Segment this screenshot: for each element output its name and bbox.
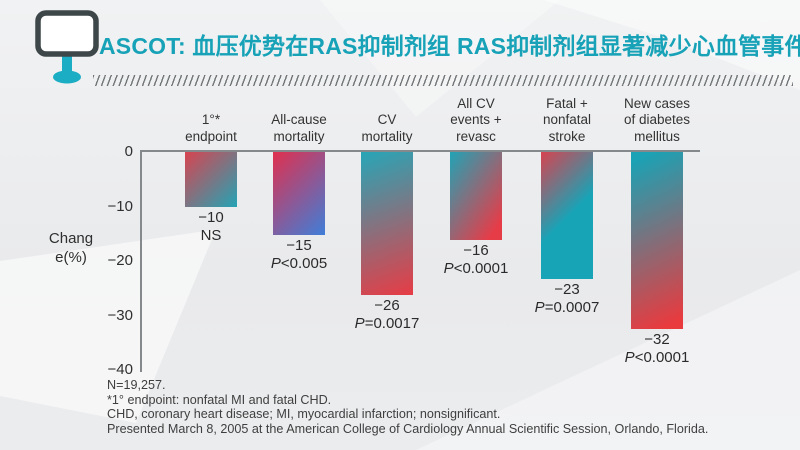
footnote-line: N=19,257. [107, 378, 166, 392]
footnote-line: Presented March 8, 2005 at the American … [107, 421, 709, 436]
hatch-divider [93, 75, 793, 86]
footnotes: N=19,257. *1° endpoint: nonfatal MI and … [107, 378, 708, 436]
presentation-board-icon [32, 8, 102, 93]
category-label-stroke: Fatal + nonfatal stroke [542, 95, 592, 144]
y-tick-30: −30 [107, 306, 133, 324]
bar-all-cause-mortality [273, 152, 325, 235]
category-label-primary-endpoint: 1°* endpoint [185, 112, 237, 144]
category-label-all-cv-events: All CV events + revasc [450, 95, 502, 144]
bar-primary-endpoint [185, 152, 237, 207]
category-label-new-diabetes: New cases of diabetes mellitus [623, 95, 691, 144]
y-tick-0: 0 [124, 143, 133, 160]
y-axis-label: Chang e(%) [48, 230, 94, 266]
value-label-new-diabetes: −32 P<0.0001 [624, 331, 690, 366]
y-axis-line [140, 150, 142, 372]
value-label-stroke: −23 P=0.0007 [534, 281, 600, 316]
footnote-line: *1° endpoint: nonfatal MI and fatal CHD. [107, 392, 332, 407]
y-tick-20: −20 [107, 252, 133, 269]
footnote-line: CHD, coronary heart disease; MI, myocard… [107, 407, 501, 422]
category-label-cv-mortality: CV mortality [361, 112, 413, 144]
bar-all-cv-events [450, 152, 502, 240]
zero-baseline [140, 150, 700, 152]
value-label-all-cv-events: −16 P<0.0001 [443, 242, 509, 277]
value-label-cv-mortality: −26 P=0.0017 [354, 297, 420, 332]
category-label-all-cause-mortality: All-cause mortality [271, 112, 327, 144]
value-label-primary-endpoint: −10 NS [198, 209, 224, 244]
y-tick-40: −40 [107, 361, 133, 378]
bar-cv-mortality [361, 152, 413, 295]
bar-new-diabetes [631, 152, 683, 329]
bar-stroke [541, 152, 593, 279]
page-title: ASCOT: 血压优势在RAS抑制剂组 RAS抑制剂组显著减少心血管事件 [99, 33, 800, 59]
value-label-all-cause-mortality: −15 P<0.005 [270, 237, 328, 272]
y-tick-10: −10 [107, 197, 133, 215]
